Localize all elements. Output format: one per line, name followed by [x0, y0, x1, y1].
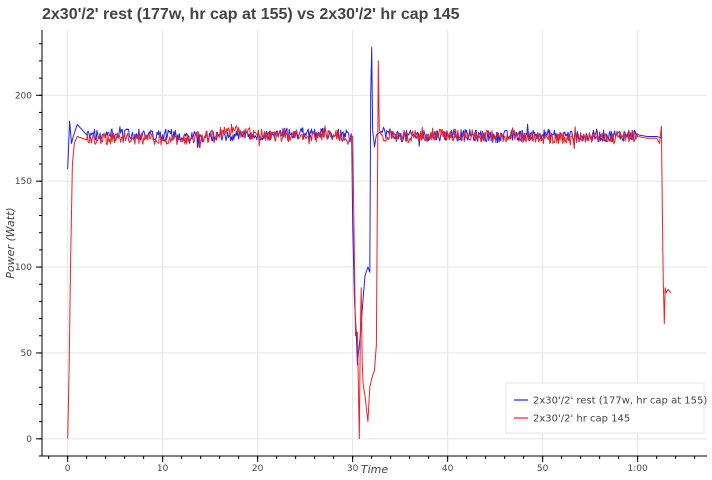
x-tick-label: 1:00	[628, 464, 648, 474]
y-tick-label: 50	[21, 349, 33, 359]
x-tick-label: 40	[442, 464, 454, 474]
y-tick-label: 200	[15, 91, 32, 101]
x-tick-label: 0	[65, 464, 71, 474]
x-axis-ticks: 0 10 20 30 40 50 1:00	[48, 456, 696, 474]
x-tick-label: 10	[157, 464, 169, 474]
legend[interactable]: 2x30'/2' rest (177w, hr cap at 155) 2x30…	[505, 382, 707, 434]
y-tick-label: 0	[26, 435, 32, 445]
legend-label-0: 2x30'/2' rest (177w, hr cap at 155)	[533, 396, 707, 407]
x-tick-label: 20	[252, 464, 264, 474]
y-tick-label: 100	[15, 263, 32, 273]
series-lines	[67, 46, 672, 440]
x-tick-label: 30	[347, 464, 359, 474]
legend-label-1: 2x30'/2' hr cap 145	[533, 414, 630, 425]
legend-box	[505, 382, 705, 434]
y-axis-label: Power (Watt)	[4, 207, 17, 278]
y-axis-ticks: 0 50 100 150 200	[15, 43, 42, 457]
x-tick-label: 50	[537, 464, 549, 474]
series-line-1	[67, 60, 672, 440]
y-tick-label: 150	[15, 177, 32, 187]
axes	[41, 30, 707, 457]
chart-title: 2x30'/2' rest (177w, hr cap at 155) vs 2…	[42, 6, 460, 23]
grid-lines	[42, 30, 707, 456]
x-axis-label: Time	[361, 463, 388, 476]
